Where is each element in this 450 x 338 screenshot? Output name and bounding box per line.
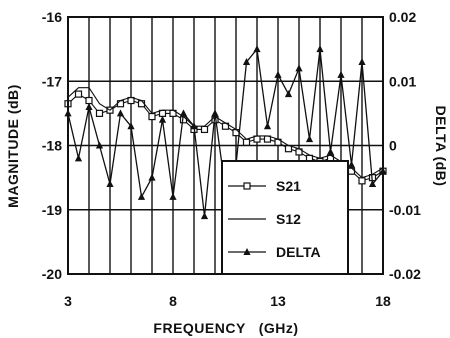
legend-marker-s21 <box>243 182 251 190</box>
x-tick-label: 8 <box>169 293 177 309</box>
legend-keys <box>228 182 266 255</box>
ticks: 3 8 13 18 -16 -17 -18 -19 -20 0.02 0.01 0 -0.01 -0.02 <box>42 9 421 309</box>
data-point-delta <box>242 57 251 65</box>
data-point-delta <box>200 212 209 220</box>
data-point-delta <box>116 109 125 117</box>
y-axis-title-right: DELTA (dB) <box>433 106 449 187</box>
data-point-delta <box>305 135 314 143</box>
data-point-delta <box>190 122 198 130</box>
data-point-delta <box>358 57 366 65</box>
y-tick-label-left: -20 <box>42 266 62 282</box>
data-point-s21 <box>74 90 83 98</box>
data-point-s21 <box>85 96 93 105</box>
y-tick-label-left: -18 <box>42 138 62 154</box>
x-tick-label: 13 <box>270 293 286 309</box>
data-point-delta <box>347 160 356 168</box>
y-tick-label-left: -19 <box>42 202 62 218</box>
data-point-delta <box>295 64 303 72</box>
data-point-delta <box>211 109 219 117</box>
data-point-delta <box>274 70 282 78</box>
y-tick-label-right: 0.01 <box>389 73 416 89</box>
legend-label-delta: DELTA <box>276 244 321 260</box>
x-tick-label: 3 <box>64 293 72 309</box>
legend-label-s12: S12 <box>276 211 301 227</box>
legend-marker-delta <box>243 248 251 255</box>
y-tick-label-right: 0 <box>389 138 397 154</box>
series-line-s12 <box>67 87 384 179</box>
data-point-delta <box>179 109 188 117</box>
y-tick-label-left: -16 <box>42 9 62 25</box>
x-axis-title: FREQUENCY (GHz) <box>153 320 298 336</box>
data-point-delta <box>169 192 177 200</box>
legend-label-s21: S21 <box>276 178 301 194</box>
y-tick-label-right: 0.02 <box>389 9 416 25</box>
data-point-s21 <box>200 125 209 134</box>
legend: S21 S12 DELTA <box>221 160 349 275</box>
series-layer <box>64 45 387 220</box>
legend-box <box>221 160 349 275</box>
data-point-delta <box>74 154 83 162</box>
data-point-delta <box>337 70 345 78</box>
data-point-delta <box>148 173 156 181</box>
data-point-delta <box>368 180 377 188</box>
data-point-delta <box>137 192 146 200</box>
data-point-delta <box>284 90 293 98</box>
data-point-delta <box>263 122 272 130</box>
y-axis-title-left: MAGNITUDE (dB) <box>5 84 21 208</box>
y-tick-label-right: -0.02 <box>389 266 421 282</box>
data-point-delta <box>106 180 114 188</box>
data-point-delta <box>316 45 324 53</box>
data-point-s21 <box>148 112 156 121</box>
data-point-delta <box>127 122 135 130</box>
x-tick-label: 18 <box>375 293 391 309</box>
series-s12 <box>67 87 384 179</box>
data-point-s21 <box>347 167 356 175</box>
data-point-delta <box>158 115 167 123</box>
data-point-delta <box>95 141 104 149</box>
data-point-s21 <box>95 109 104 117</box>
data-point-delta <box>85 102 93 110</box>
y-tick-label-right: -0.01 <box>389 202 421 218</box>
data-point-delta <box>253 45 261 53</box>
data-point-s21 <box>358 177 366 185</box>
data-point-s21 <box>232 129 240 137</box>
data-point-s21 <box>116 100 125 108</box>
data-point-delta <box>326 147 335 155</box>
y-tick-label-left: -17 <box>42 73 62 89</box>
data-point-s21 <box>242 138 251 146</box>
